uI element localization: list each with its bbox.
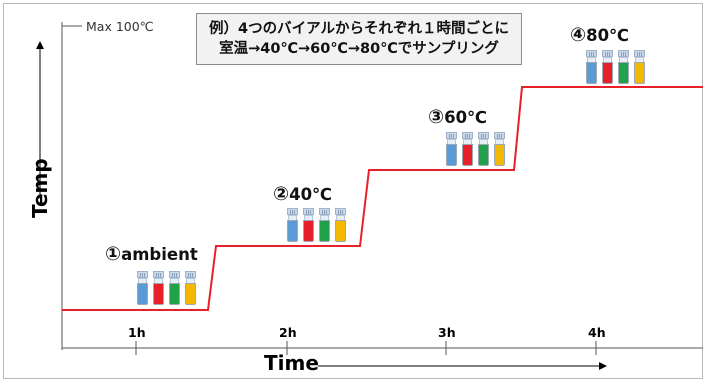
- vial-icon: [601, 50, 614, 84]
- vial-icon: [461, 132, 474, 166]
- vial-icon: [286, 208, 299, 242]
- vial-icon: [136, 271, 149, 305]
- diagram-frame: [3, 3, 703, 379]
- annotation-box: 例）4つのバイアルからそれぞれ１時間ごとに 室温→40℃→60℃→80℃でサンプ…: [196, 13, 522, 65]
- tick-label-2h: 2h: [279, 325, 297, 340]
- annotation-line-1: 例）4つのバイアルからそれぞれ１時間ごとに: [209, 21, 509, 37]
- tick-label-1h: 1h: [128, 325, 146, 340]
- vial-group-2: [286, 208, 347, 242]
- tick-label-4h: 4h: [588, 325, 606, 340]
- tick-label-3h: 3h: [438, 325, 456, 340]
- stage-text: 60℃: [444, 108, 488, 127]
- vial-icon: [493, 132, 506, 166]
- vial-icon: [302, 208, 315, 242]
- vial-icon: [318, 208, 331, 242]
- stage-text: ambient: [121, 245, 198, 264]
- vial-icon: [152, 271, 165, 305]
- vial-icon: [184, 271, 197, 305]
- vial-icon: [633, 50, 646, 84]
- stage-label-1: ①ambient: [105, 243, 198, 265]
- vial-icon: [477, 132, 490, 166]
- vial-icon: [617, 50, 630, 84]
- vial-group-1: [136, 271, 197, 305]
- max-temp-label: Max 100℃: [86, 19, 154, 34]
- vial-group-3: [445, 132, 506, 166]
- vial-icon: [445, 132, 458, 166]
- vial-icon: [168, 271, 181, 305]
- stage-label-4: ④80℃: [570, 24, 629, 46]
- stage-number: ②: [273, 183, 290, 205]
- stage-text: 40℃: [289, 185, 333, 204]
- vial-icon: [334, 208, 347, 242]
- y-axis-label: Temp: [28, 158, 52, 218]
- stage-number: ③: [428, 106, 445, 128]
- stage-text: 80℃: [586, 26, 630, 45]
- stage-label-2: ②40℃: [273, 183, 332, 205]
- x-tick-marks: [135, 341, 597, 355]
- stage-number: ①: [105, 243, 122, 265]
- stage-label-3: ③60℃: [428, 106, 487, 128]
- x-axis-label: Time: [264, 351, 319, 375]
- temperature-step-line: [62, 86, 703, 311]
- annotation-line-2: 室温→40℃→60℃→80℃でサンプリング: [219, 41, 499, 57]
- stage-number: ④: [570, 24, 587, 46]
- vial-group-4: [585, 50, 646, 84]
- vial-icon: [585, 50, 598, 84]
